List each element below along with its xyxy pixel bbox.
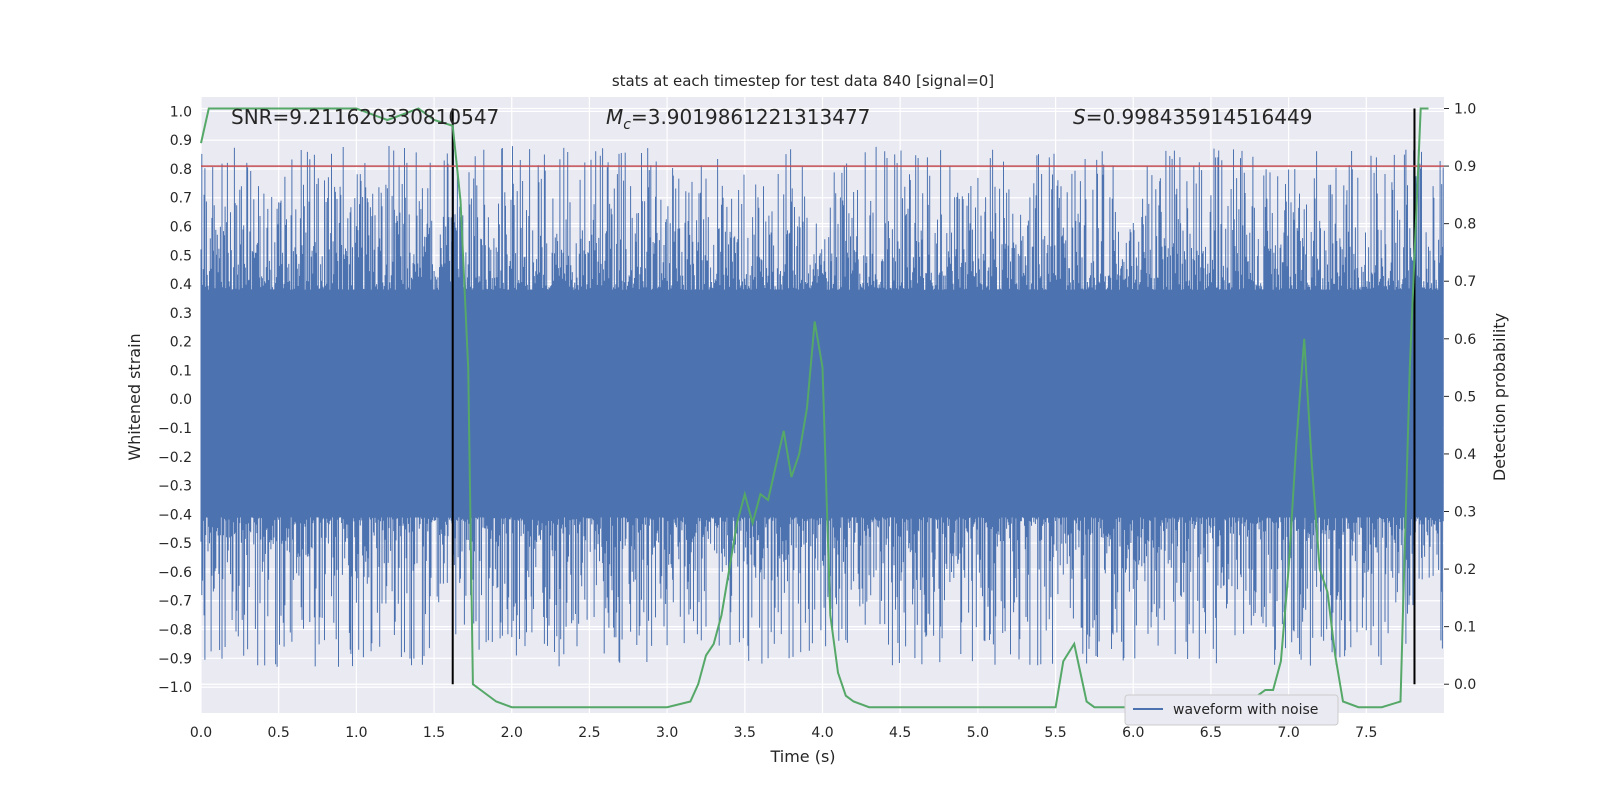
legend-label: waveform with noise [1173, 702, 1318, 718]
y-left-tick-label: 0.5 [170, 248, 192, 264]
y-left-tick-label: 0.9 [170, 133, 192, 149]
mc-annotation: Mc=3.9019861221313477 [606, 105, 870, 133]
vertical-markers [451, 108, 1416, 685]
y-right-axis-label: Detection probability [1490, 313, 1509, 481]
x-tick-label: 7.5 [1355, 725, 1377, 741]
snr-annotation: SNR=9.211620330810547 [231, 105, 499, 129]
x-axis-ticks: 0.0 0.5 1.0 1.5 2.0 2.5 3.0 3.5 4.0 4.5 5.0 5.5 6.0 6… [190, 725, 1378, 741]
y-right-tick-label: 0.6 [1454, 332, 1476, 348]
mc-value: =3.9019861221313477 [631, 105, 870, 129]
chart-title: stats at each timestep for test data 840… [612, 72, 994, 90]
y-left-tick-label: −0.7 [158, 594, 192, 610]
y-left-tick-label: −0.8 [158, 623, 192, 639]
waveform-trace [200, 146, 1444, 667]
x-tick-label: 7.0 [1277, 725, 1299, 741]
x-tick-label: 5.0 [967, 725, 989, 741]
y-right-axis-ticks: 1.0 0.9 0.8 0.7 0.6 0.5 0.4 0.3 0.2 0.1 0.0 [1444, 102, 1476, 693]
waveform-series [200, 146, 1444, 667]
y-left-tick-label: 0.3 [170, 306, 192, 322]
x-tick-label: 2.5 [578, 725, 600, 741]
y-left-tick-label: −0.3 [158, 479, 192, 495]
y-right-tick-label: 0.9 [1454, 159, 1476, 175]
y-left-tick-label: −0.2 [158, 450, 192, 466]
x-axis-label: Time (s) [769, 747, 835, 766]
y-left-axis-ticks: 1.0 0.9 0.8 0.7 0.6 0.5 0.4 0.3 0.2 0.1 0.0 −0.1 −0.… [158, 104, 192, 696]
s-value: =0.998435914516449 [1086, 105, 1313, 129]
mc-symbol: M [606, 105, 623, 129]
y-left-tick-label: −0.4 [158, 507, 192, 523]
y-right-tick-label: 0.0 [1454, 677, 1476, 693]
x-tick-label: 1.5 [423, 725, 445, 741]
x-tick-label: 0.0 [190, 725, 212, 741]
y-left-tick-label: 0.6 [170, 220, 192, 236]
y-right-tick-label: 0.2 [1454, 562, 1476, 578]
x-tick-label: 5.5 [1044, 725, 1066, 741]
y-left-tick-label: −0.9 [158, 651, 192, 667]
y-left-tick-label: 1.0 [170, 104, 192, 120]
y-left-tick-label: 0.7 [170, 191, 192, 207]
x-tick-label: 3.5 [734, 725, 756, 741]
y-left-tick-label: −0.1 [158, 421, 192, 437]
y-right-tick-label: 0.3 [1454, 505, 1476, 521]
y-right-tick-label: 0.8 [1454, 217, 1476, 233]
y-left-tick-label: 0.1 [170, 363, 192, 379]
y-left-tick-label: −0.5 [158, 536, 192, 552]
y-left-tick-label: 0.4 [170, 277, 192, 293]
y-right-tick-label: 0.4 [1454, 447, 1476, 463]
s-symbol: S [1073, 105, 1086, 129]
x-tick-label: 1.0 [345, 725, 367, 741]
x-tick-label: 2.0 [501, 725, 523, 741]
x-tick-label: 4.0 [811, 725, 833, 741]
y-left-tick-label: 0.0 [170, 392, 192, 408]
y-right-tick-label: 0.1 [1454, 620, 1476, 636]
x-tick-label: 4.5 [889, 725, 911, 741]
x-tick-label: 0.5 [268, 725, 290, 741]
detection-probability-line [200, 107, 1429, 709]
x-tick-label: 6.0 [1122, 725, 1144, 741]
y-right-tick-label: 0.5 [1454, 389, 1476, 405]
legend: waveform with noise [1124, 694, 1339, 726]
legend-box [1124, 694, 1339, 726]
s-annotation: S=0.998435914516449 [1073, 105, 1312, 129]
mc-subscript: c [623, 117, 631, 133]
y-left-tick-label: 0.8 [170, 162, 192, 178]
y-left-tick-label: −0.6 [158, 565, 192, 581]
y-right-tick-label: 0.7 [1454, 274, 1476, 290]
y-left-tick-label: −1.0 [158, 680, 192, 696]
y-left-tick-label: 0.2 [170, 335, 192, 351]
x-tick-label: 6.5 [1200, 725, 1222, 741]
y-left-axis-label: Whitened strain [125, 333, 144, 460]
y-right-tick-label: 1.0 [1454, 102, 1476, 118]
x-tick-label: 3.0 [656, 725, 678, 741]
